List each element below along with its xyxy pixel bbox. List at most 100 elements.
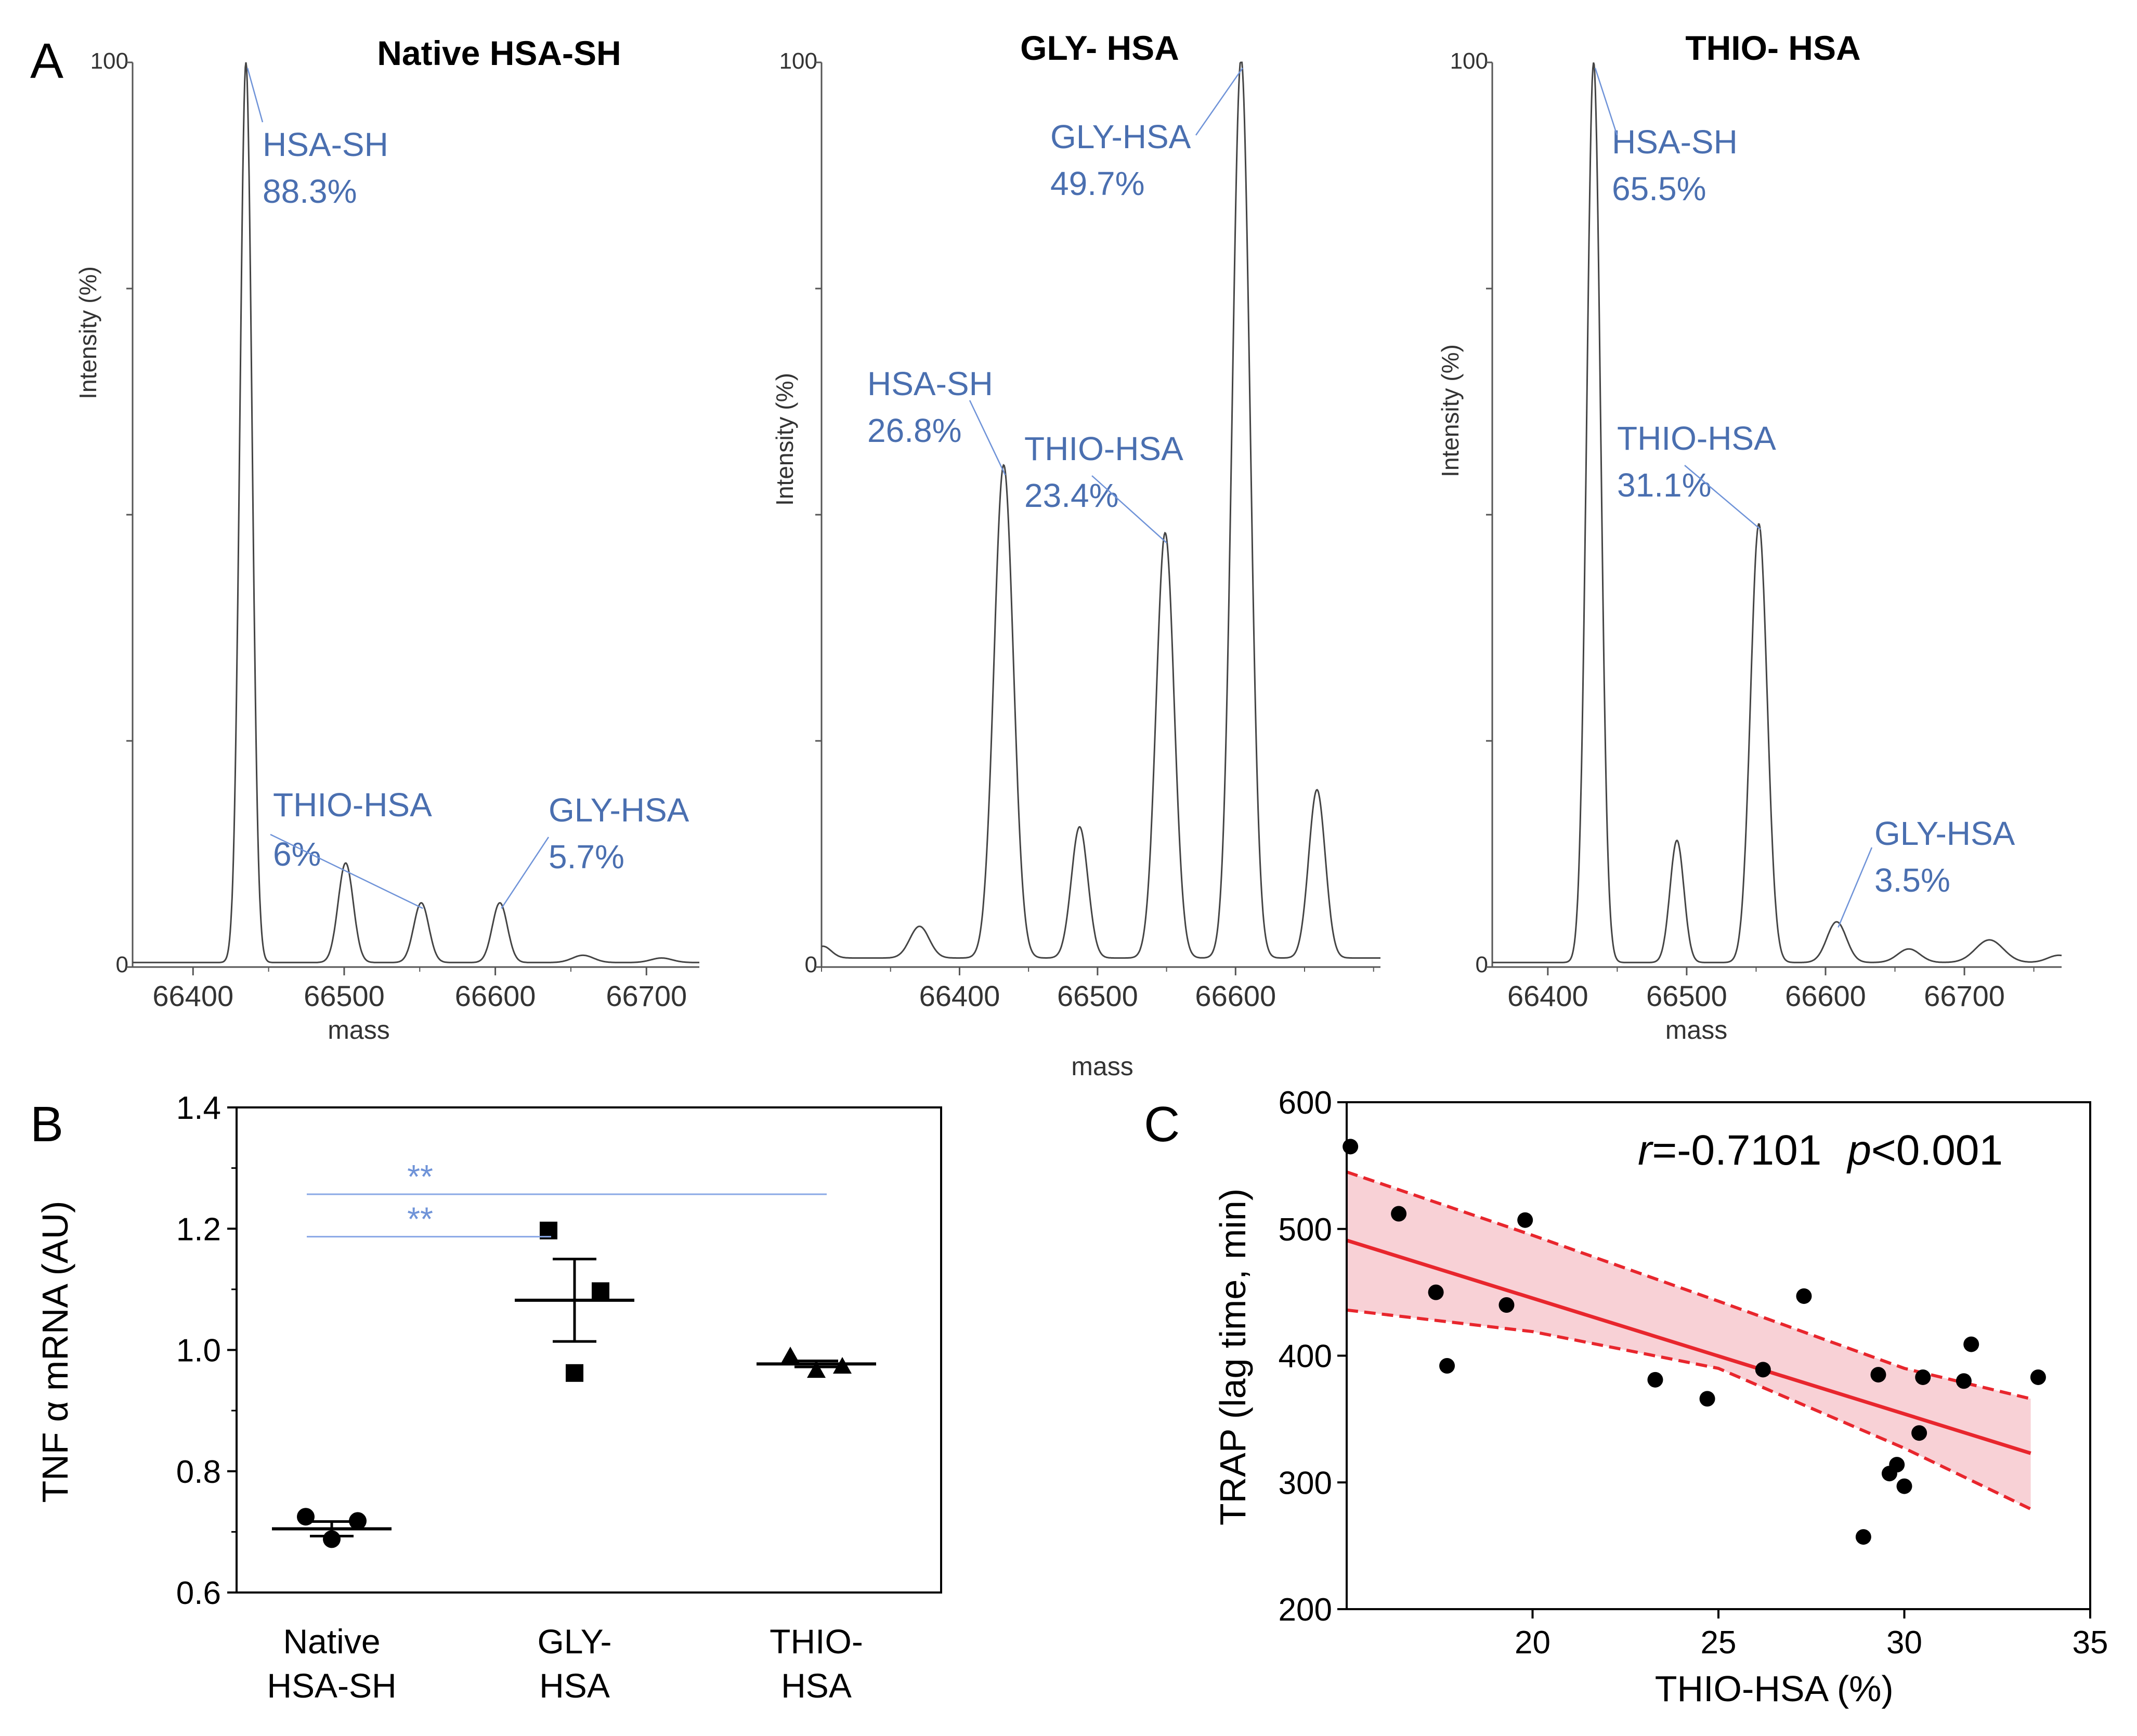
tnf-group-label: HSA xyxy=(539,1666,610,1705)
tnf-ylabel: TNF α mRNA (AU) xyxy=(35,1201,75,1503)
ms-thio-panel: 0 100 66400 66500 66600 66700 THIO- HSA Intensi… xyxy=(1437,29,2062,1045)
tnf-group-label: GLY- xyxy=(537,1622,611,1661)
trap-data-point xyxy=(1699,1391,1715,1407)
gly-ytick-label: 100 xyxy=(779,48,817,74)
native-annotation-value: 5.7% xyxy=(549,838,624,876)
trap-upper-ci-line xyxy=(1346,1170,2031,1401)
trap-data-point xyxy=(1391,1206,1407,1222)
thio-xlabel: mass xyxy=(1665,1015,1727,1045)
thio-annotation-label: GLY-HSA xyxy=(1874,815,2015,852)
ms-native-panel: 0 100 66400 66500 66600 66700 Native HSA-SH Int… xyxy=(74,34,699,1045)
tnf-chart: 0.6 0.8 1.0 1.2 1.4 TNF α mRNA (AU) Native HSA-… xyxy=(35,1090,942,1705)
ms-gly-panel: 0 100 66400 66500 66600 GLY- HSA Intensity (%)… xyxy=(771,29,1380,1081)
gly-xlabel: mass xyxy=(1071,1052,1133,1081)
tnf-data-point xyxy=(349,1512,367,1530)
gly-annotation-value: 49.7% xyxy=(1050,165,1144,202)
trap-data-point xyxy=(1870,1367,1886,1383)
native-annotation-label: THIO-HSA xyxy=(273,786,432,824)
tnf-ytick-label: 1.2 xyxy=(176,1211,221,1247)
thio-xtick-label: 66500 xyxy=(1646,980,1727,1012)
tnf-group-label: Native xyxy=(283,1622,380,1661)
native-xtick-label: 66500 xyxy=(304,980,385,1012)
native-xtick-label: 66600 xyxy=(455,980,536,1012)
gly-title: GLY- HSA xyxy=(1020,29,1179,67)
thio-annotation-leader xyxy=(1594,68,1618,136)
trap-data-point xyxy=(1647,1372,1663,1388)
trap-chart: 200 300 400 500 600 20 25 30 35 THIO-HSA (%) TRAP … xyxy=(1213,1085,2108,1709)
trap-data-point xyxy=(1428,1284,1444,1300)
tnf-group-label: HSA xyxy=(781,1666,852,1705)
tnf-data-point xyxy=(566,1364,583,1382)
native-ytick-label: 100 xyxy=(90,48,128,74)
trap-data-point xyxy=(1755,1362,1771,1378)
panel-letter-a: A xyxy=(30,33,63,89)
panel-letter-b: B xyxy=(30,1097,63,1152)
trap-ytick-label: 200 xyxy=(1279,1592,1332,1628)
trap-data-point xyxy=(1963,1336,1979,1352)
thio-annotation-leader xyxy=(1684,465,1761,530)
native-annotation-label: GLY-HSA xyxy=(549,791,689,829)
trap-data-point xyxy=(1855,1529,1871,1545)
native-spectrum-line xyxy=(133,62,699,963)
trap-p-symbol: p xyxy=(1846,1127,1871,1174)
trap-data-point xyxy=(1915,1369,1931,1385)
gly-annotation-leader xyxy=(1091,475,1167,544)
thio-title: THIO- HSA xyxy=(1685,29,1860,67)
gly-xtick-label: 66400 xyxy=(919,980,1000,1012)
gly-ylabel: Intensity (%) xyxy=(771,373,798,506)
native-annotation-leader xyxy=(246,68,264,123)
trap-ylabel: TRAP (lag time, min) xyxy=(1213,1189,1253,1525)
tnf-data-point xyxy=(592,1282,609,1300)
trap-data-point xyxy=(1796,1288,1812,1304)
tnf-ytick-label: 1.4 xyxy=(176,1090,221,1126)
panel-letter-c: C xyxy=(1144,1097,1180,1152)
trap-data-point xyxy=(1439,1358,1455,1374)
gly-annotation-label: THIO-HSA xyxy=(1024,430,1183,467)
trap-data-point xyxy=(1896,1478,1912,1494)
trap-data-point xyxy=(2030,1369,2046,1385)
trap-xtick-label: 30 xyxy=(1886,1625,1922,1661)
trap-xtick-label: 25 xyxy=(1701,1625,1737,1661)
native-ylabel: Intensity (%) xyxy=(74,266,101,399)
thio-annotation-label: HSA-SH xyxy=(1612,123,1738,161)
trap-r-symbol: r xyxy=(1638,1127,1654,1174)
gly-xtick-label: 66600 xyxy=(1195,980,1276,1012)
trap-ytick-label: 300 xyxy=(1279,1465,1332,1501)
thio-annotation-label: THIO-HSA xyxy=(1617,420,1776,457)
trap-data-point xyxy=(1889,1457,1905,1473)
tnf-significance-label: ** xyxy=(407,1200,433,1238)
tnf-data-point xyxy=(297,1508,315,1526)
thio-annotation-value: 3.5% xyxy=(1874,862,1950,899)
thio-spectrum-line xyxy=(1492,62,2062,963)
trap-xlabel: THIO-HSA (%) xyxy=(1655,1668,1894,1709)
gly-annotation-value: 26.8% xyxy=(867,412,961,449)
native-annotation-leader xyxy=(270,833,423,909)
trap-p-value: <0.001 xyxy=(1871,1127,2003,1174)
trap-data-point xyxy=(1498,1297,1515,1313)
gly-ytick-label: 0 xyxy=(805,952,817,977)
thio-annotation-leader xyxy=(1838,847,1873,928)
trap-regression-line xyxy=(1346,1238,2031,1455)
gly-annotation-leader xyxy=(1195,67,1243,136)
trap-ytick-label: 600 xyxy=(1279,1085,1332,1121)
trap-confidence-band xyxy=(1347,1172,2031,1509)
tnf-ytick-label: 1.0 xyxy=(176,1333,221,1369)
trap-ytick-label: 400 xyxy=(1279,1339,1332,1375)
tnf-data-point xyxy=(807,1361,826,1378)
thio-xtick-label: 66700 xyxy=(1924,980,2005,1012)
tnf-ytick-label: 0.8 xyxy=(176,1454,221,1490)
tnf-data-point xyxy=(781,1347,800,1364)
tnf-ytick-label: 0.6 xyxy=(176,1575,221,1611)
trap-data-point xyxy=(1343,1139,1359,1155)
thio-annotation-value: 65.5% xyxy=(1612,170,1706,207)
trap-data-point xyxy=(1956,1373,1972,1389)
thio-ytick-label: 100 xyxy=(1450,48,1488,74)
gly-xtick-label: 66500 xyxy=(1057,980,1138,1012)
thio-xtick-label: 66600 xyxy=(1785,980,1866,1012)
gly-annotation-label: HSA-SH xyxy=(867,365,993,402)
native-xtick-label: 66400 xyxy=(152,980,233,1012)
native-annotation-value: 88.3% xyxy=(263,173,357,210)
thio-ylabel: Intensity (%) xyxy=(1437,344,1464,477)
tnf-significance-label: ** xyxy=(407,1158,433,1195)
